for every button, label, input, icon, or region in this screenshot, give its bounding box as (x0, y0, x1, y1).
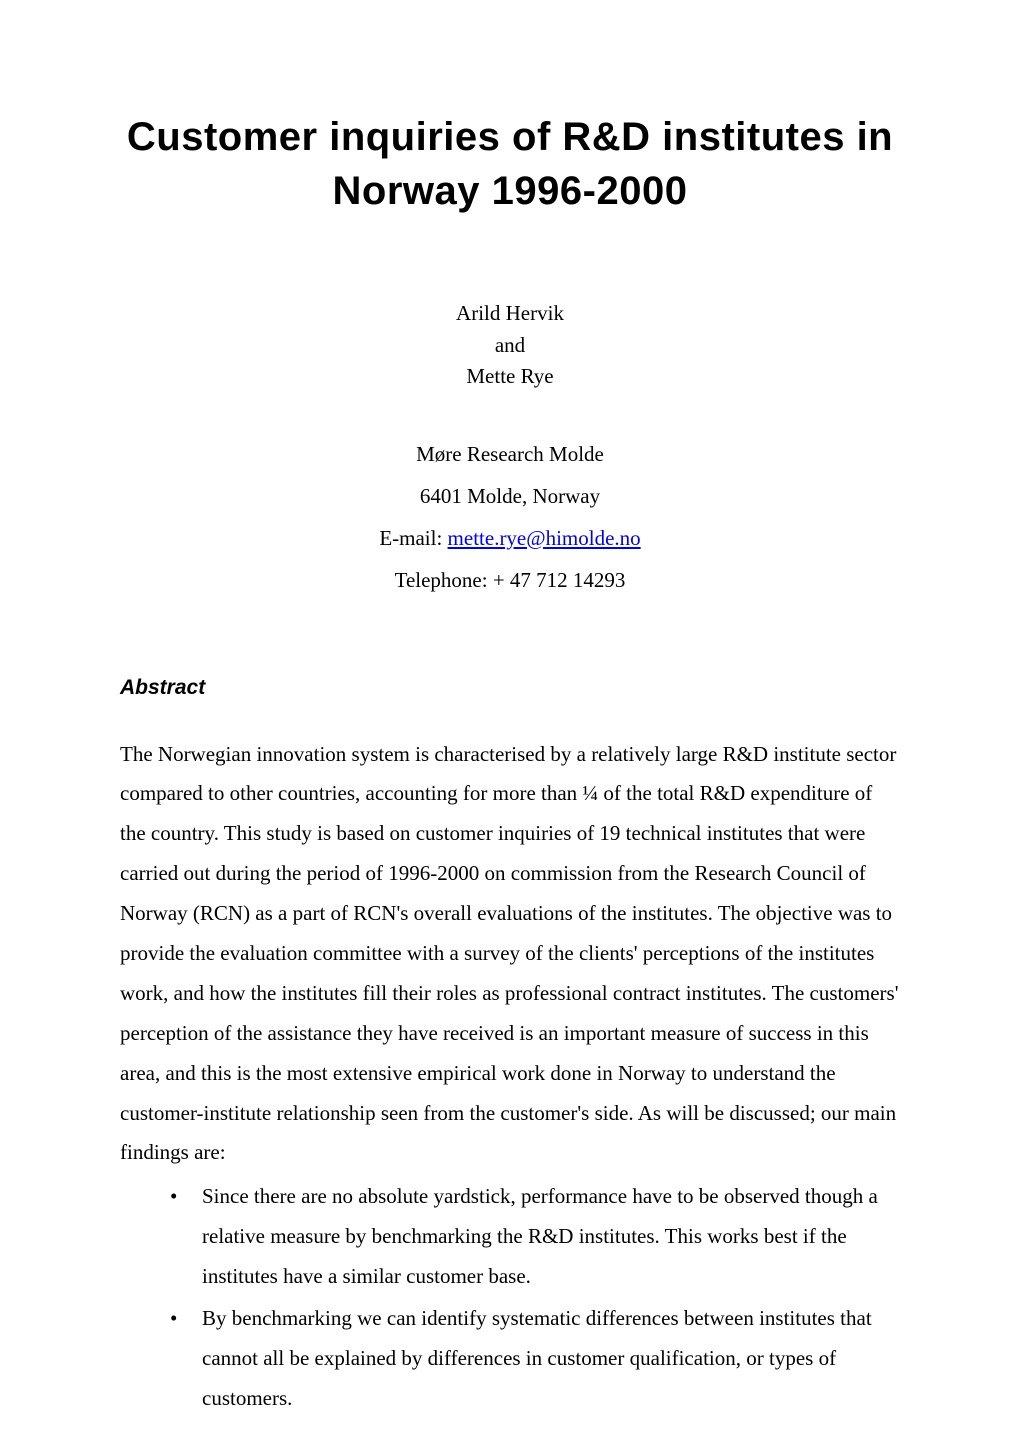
findings-list: Since there are no absolute yardstick, p… (120, 1177, 900, 1418)
telephone-line: Telephone: + 47 712 14293 (120, 559, 900, 601)
authors-block: Arild Hervik and Mette Rye (120, 298, 900, 393)
abstract-body: The Norwegian innovation system is chara… (120, 735, 900, 1174)
document-title: Customer inquiries of R&D institutes in … (120, 110, 900, 218)
institution-address: 6401 Molde, Norway (120, 475, 900, 517)
list-item: Since there are no absolute yardstick, p… (170, 1177, 900, 1297)
affiliation-block: Møre Research Molde 6401 Molde, Norway E… (120, 433, 900, 601)
author-name-1: Arild Hervik (120, 298, 900, 330)
author-name-2: Mette Rye (120, 361, 900, 393)
list-item: By benchmarking we can identify systemat… (170, 1299, 900, 1419)
email-line: E-mail: mette.rye@himolde.no (120, 517, 900, 559)
author-conjunction: and (120, 330, 900, 362)
email-label: E-mail: (379, 526, 447, 550)
institution-name: Møre Research Molde (120, 433, 900, 475)
abstract-heading: Abstract (120, 676, 900, 700)
email-link[interactable]: mette.rye@himolde.no (448, 526, 641, 550)
